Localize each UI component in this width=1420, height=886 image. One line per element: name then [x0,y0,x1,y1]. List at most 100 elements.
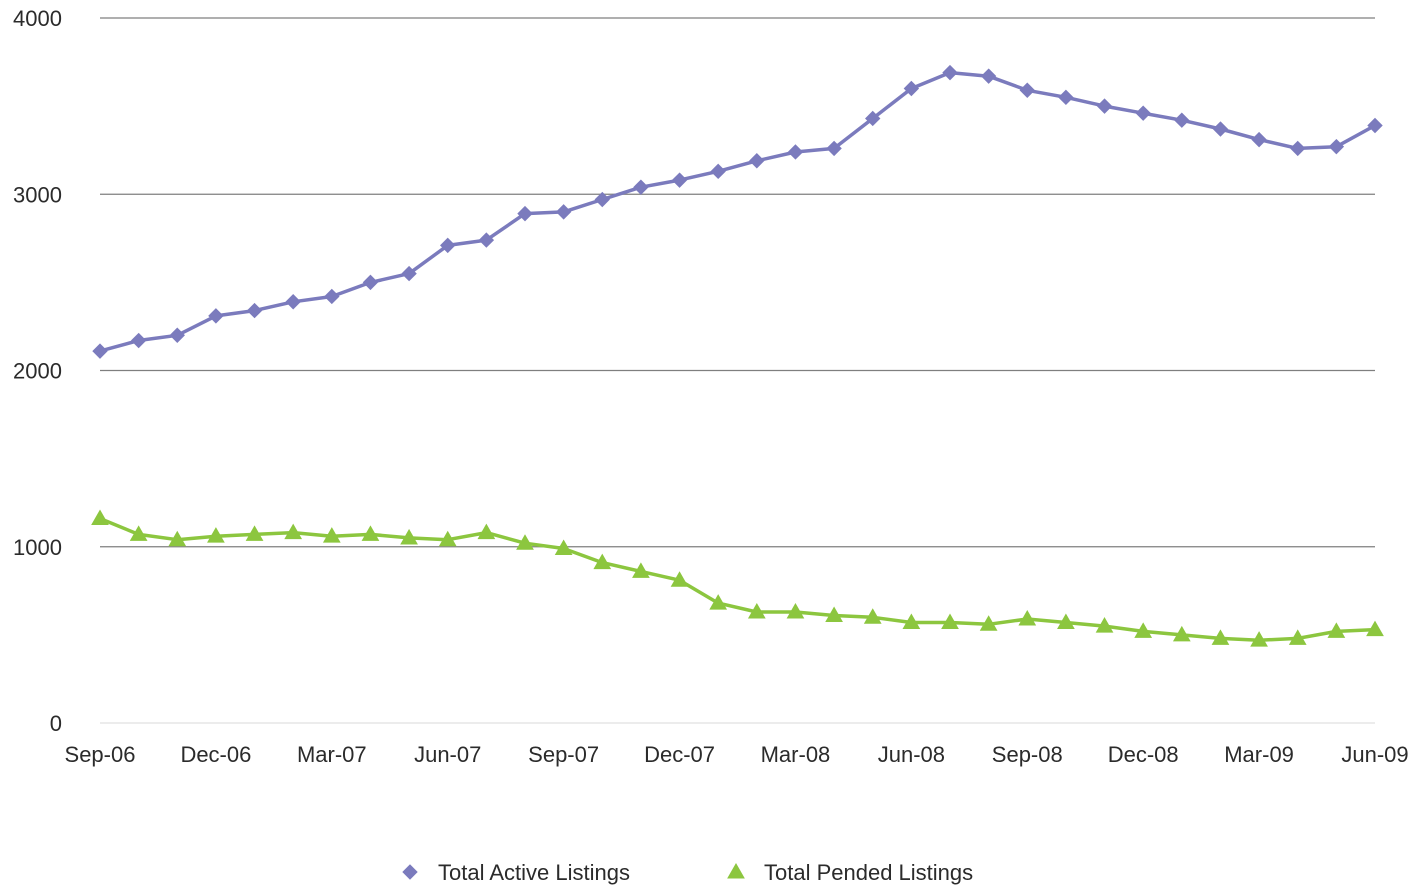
data-point [671,172,688,188]
data-point [632,562,650,578]
data-point [555,204,572,220]
data-point [169,327,185,343]
x-tick-label: Mar-08 [761,742,831,767]
data-point [285,294,301,310]
data-point [1057,613,1075,630]
legend-item-total-active-listings: Total Active Listings [402,860,630,885]
x-axis-tick-labels: Sep-06 Dec-06 Mar-07 Jun-07 Sep-07 Dec-07 Mar-… [65,742,1409,767]
data-point [749,153,765,169]
series-total-active-listings [92,64,1383,359]
data-point [1019,82,1035,98]
series-total-pended-listings [91,509,1384,647]
y-tick-label: 3000 [13,182,62,207]
data-point [129,525,148,541]
data-point [1211,629,1230,645]
gridlines [100,17,1375,724]
data-point [324,288,340,305]
data-point [709,594,728,610]
data-point [440,237,456,254]
data-point [246,302,263,319]
data-point [438,530,457,547]
data-point [633,179,649,195]
data-point [1058,89,1074,106]
data-point [91,509,109,526]
x-tick-label: Jun-07 [414,742,481,767]
x-tick-label: Mar-07 [297,742,367,767]
data-point [1251,131,1267,148]
data-point [863,608,882,624]
data-point [130,332,147,349]
data-point [747,602,766,619]
data-point [1288,629,1307,645]
data-point [1327,622,1346,638]
data-point [902,613,921,630]
data-point [979,615,998,631]
y-tick-label: 2000 [13,359,62,384]
data-point [1172,625,1191,642]
data-point [361,525,380,541]
y-axis-tick-labels: 0 1000 2000 3000 4000 [13,6,62,736]
data-point [825,606,843,622]
x-tick-label: Jun-08 [878,742,945,767]
data-point [362,274,379,291]
series-layer [91,64,1384,647]
data-point [593,553,612,570]
x-tick-label: Dec-06 [180,742,251,767]
data-point [1135,105,1151,121]
data-point [1018,610,1037,626]
data-point [941,613,959,630]
data-point [1212,121,1229,137]
data-point [1250,631,1268,647]
data-point [826,140,842,157]
x-tick-label: Dec-07 [644,742,715,767]
y-tick-label: 4000 [13,6,62,31]
data-point [1134,622,1153,638]
data-point [400,528,418,545]
data-point [284,523,303,540]
data-point [92,343,108,359]
data-point [1290,140,1306,157]
series-line-total-active-listings [99,70,1376,353]
data-point [903,80,920,97]
legend-marker-diamond [402,864,418,880]
data-point [786,602,805,619]
data-point [594,191,610,208]
data-point [401,265,417,282]
legend-label: Total Pended Listings [764,860,973,885]
y-tick-label: 0 [50,711,62,736]
data-point [517,205,533,222]
data-point [670,571,689,587]
data-point [322,527,341,543]
data-point [1095,617,1114,633]
x-tick-label: Dec-08 [1108,742,1179,767]
data-point [1367,117,1383,134]
data-point [865,110,881,127]
x-tick-label: Sep-08 [992,742,1063,767]
data-point [1328,138,1345,155]
data-point [516,534,534,550]
data-point [554,539,573,556]
x-tick-label: Mar-09 [1224,742,1294,767]
data-point [1366,620,1384,637]
y-tick-label: 1000 [13,535,62,560]
data-point [207,527,225,543]
data-point [710,163,726,180]
data-point [478,232,495,248]
legend-marker-triangle [727,862,745,879]
series-line-total-pended-listings [99,516,1376,642]
x-tick-label: Sep-07 [528,742,599,767]
x-tick-label: Jun-09 [1341,742,1408,767]
data-point [208,308,224,324]
data-point [168,530,187,547]
legend-item-total-pended-listings: Total Pended Listings [727,860,973,885]
data-point [980,68,997,84]
data-point [942,64,958,81]
legend: Total Active Listings Total Pended Listin… [402,860,973,885]
data-point [245,525,264,541]
data-point [1174,112,1190,128]
data-point [477,523,496,540]
legend-label: Total Active Listings [438,860,630,885]
data-point [787,144,804,160]
